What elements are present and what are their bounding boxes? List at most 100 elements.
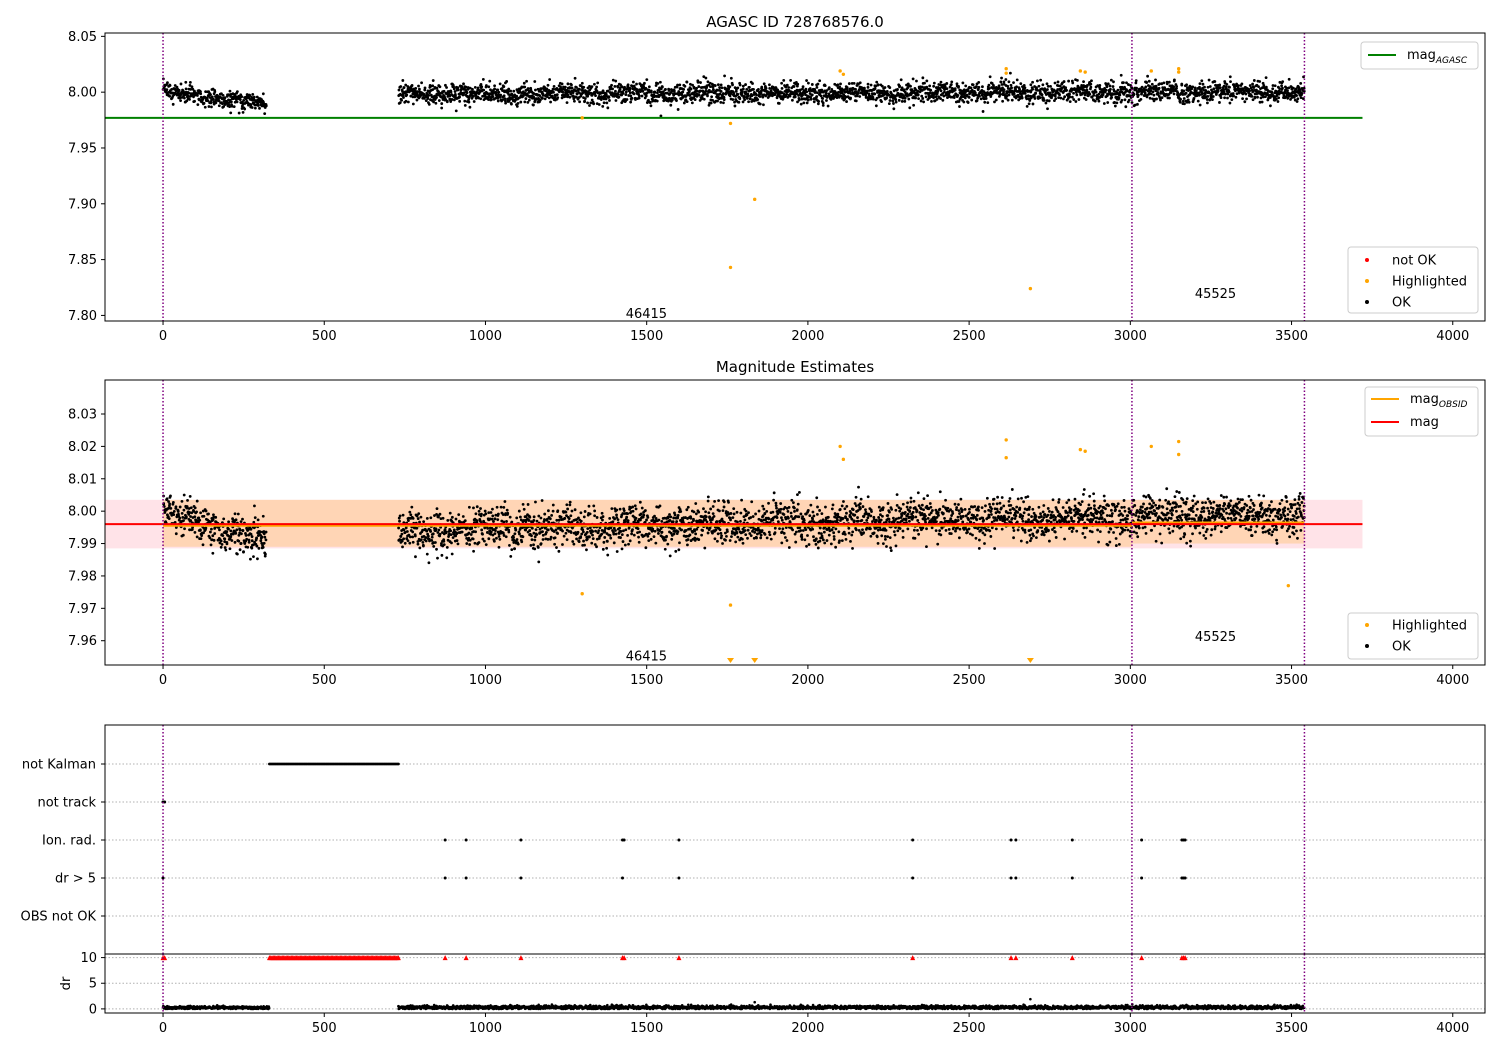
ok-point bbox=[1269, 104, 1272, 108]
ok-point bbox=[426, 97, 430, 101]
ok-point bbox=[184, 515, 188, 519]
ok-point bbox=[495, 536, 498, 540]
ok-point bbox=[467, 505, 471, 509]
ok-point bbox=[662, 90, 665, 94]
ok-point bbox=[612, 541, 616, 545]
ok-point bbox=[225, 530, 229, 534]
ok-point bbox=[709, 507, 713, 511]
ok-point bbox=[624, 90, 628, 94]
ok-point bbox=[686, 505, 690, 509]
ok-point bbox=[681, 90, 685, 94]
ok-point bbox=[510, 102, 513, 106]
ok-point bbox=[174, 505, 178, 509]
ok-point bbox=[560, 82, 564, 86]
ok-point bbox=[806, 81, 810, 85]
ok-point bbox=[481, 532, 484, 536]
ok-point bbox=[1213, 80, 1217, 83]
ok-point bbox=[406, 539, 410, 543]
ok-point bbox=[601, 518, 604, 522]
ok-point bbox=[930, 99, 933, 103]
ok-point bbox=[178, 516, 182, 520]
ok-point bbox=[571, 540, 575, 543]
ok-point bbox=[646, 515, 650, 519]
ok-point bbox=[994, 98, 998, 102]
ok-point bbox=[566, 82, 570, 86]
ok-point bbox=[732, 507, 736, 511]
ok-point bbox=[537, 514, 541, 518]
ok-point bbox=[847, 82, 851, 85]
ok-point bbox=[736, 520, 739, 524]
ok-point bbox=[242, 98, 246, 102]
ok-point bbox=[755, 93, 758, 97]
ok-point bbox=[999, 80, 1003, 84]
ok-point bbox=[1115, 101, 1119, 105]
highlighted-point bbox=[1083, 70, 1087, 74]
highlighted-point bbox=[841, 72, 846, 77]
ok-point bbox=[533, 538, 537, 542]
ok-point bbox=[260, 535, 264, 539]
ok-point bbox=[238, 98, 242, 102]
ok-point bbox=[1090, 79, 1093, 83]
ok-point bbox=[225, 99, 229, 103]
ok-point bbox=[1010, 86, 1013, 90]
ok-point bbox=[1068, 100, 1072, 103]
ok-point bbox=[583, 97, 587, 100]
ok-point bbox=[250, 106, 254, 109]
ok-point bbox=[499, 93, 503, 97]
ok-point bbox=[682, 88, 686, 91]
ok-point bbox=[956, 93, 960, 97]
ok-point bbox=[510, 520, 514, 524]
ok-point bbox=[624, 93, 628, 97]
ok-point bbox=[697, 510, 701, 514]
ok-point bbox=[588, 512, 592, 516]
ok-point bbox=[541, 530, 544, 533]
ok-point bbox=[756, 98, 760, 101]
ok-point bbox=[504, 535, 508, 539]
ok-point bbox=[430, 538, 434, 542]
ok-point bbox=[693, 98, 697, 101]
ok-point bbox=[888, 86, 892, 89]
ok-point bbox=[680, 528, 684, 532]
ok-point bbox=[259, 539, 263, 543]
ok-point bbox=[442, 543, 446, 546]
ok-point bbox=[237, 111, 241, 115]
ok-point bbox=[1211, 98, 1214, 102]
ok-point bbox=[1147, 79, 1151, 83]
ok-point bbox=[198, 528, 202, 532]
ok-point bbox=[515, 516, 519, 520]
ok-point bbox=[403, 541, 407, 545]
ok-point bbox=[694, 512, 698, 516]
ok-point bbox=[472, 506, 475, 510]
ok-point bbox=[463, 99, 467, 103]
ok-point bbox=[1056, 80, 1060, 84]
ok-point bbox=[1111, 85, 1115, 88]
ok-point bbox=[747, 100, 750, 104]
ok-point bbox=[1047, 99, 1051, 103]
ok-point bbox=[620, 85, 624, 89]
ok-point bbox=[1237, 84, 1240, 88]
ok-point bbox=[1136, 93, 1140, 97]
ok-point bbox=[1012, 92, 1016, 96]
x-tick-label: 4000 bbox=[1436, 329, 1469, 344]
ok-point bbox=[736, 92, 740, 96]
ok-point bbox=[1157, 86, 1161, 90]
ok-point bbox=[1212, 87, 1216, 91]
ok-point bbox=[1001, 99, 1005, 103]
ok-point bbox=[419, 515, 423, 519]
ok-point bbox=[741, 87, 745, 91]
ok-point bbox=[1009, 71, 1012, 75]
ok-point bbox=[1248, 89, 1252, 93]
ok-point bbox=[487, 537, 491, 541]
ok-point bbox=[524, 97, 528, 100]
panel-title: Magnitude Estimates bbox=[716, 358, 874, 376]
ok-point bbox=[614, 532, 618, 536]
ok-point bbox=[966, 101, 970, 104]
ok-point bbox=[929, 88, 933, 92]
ok-point bbox=[586, 527, 590, 530]
ok-point bbox=[1292, 96, 1296, 99]
ok-point bbox=[566, 93, 570, 97]
ok-point bbox=[193, 99, 196, 103]
ok-point bbox=[553, 542, 557, 546]
ok-point bbox=[221, 534, 225, 538]
ok-point bbox=[662, 94, 666, 98]
